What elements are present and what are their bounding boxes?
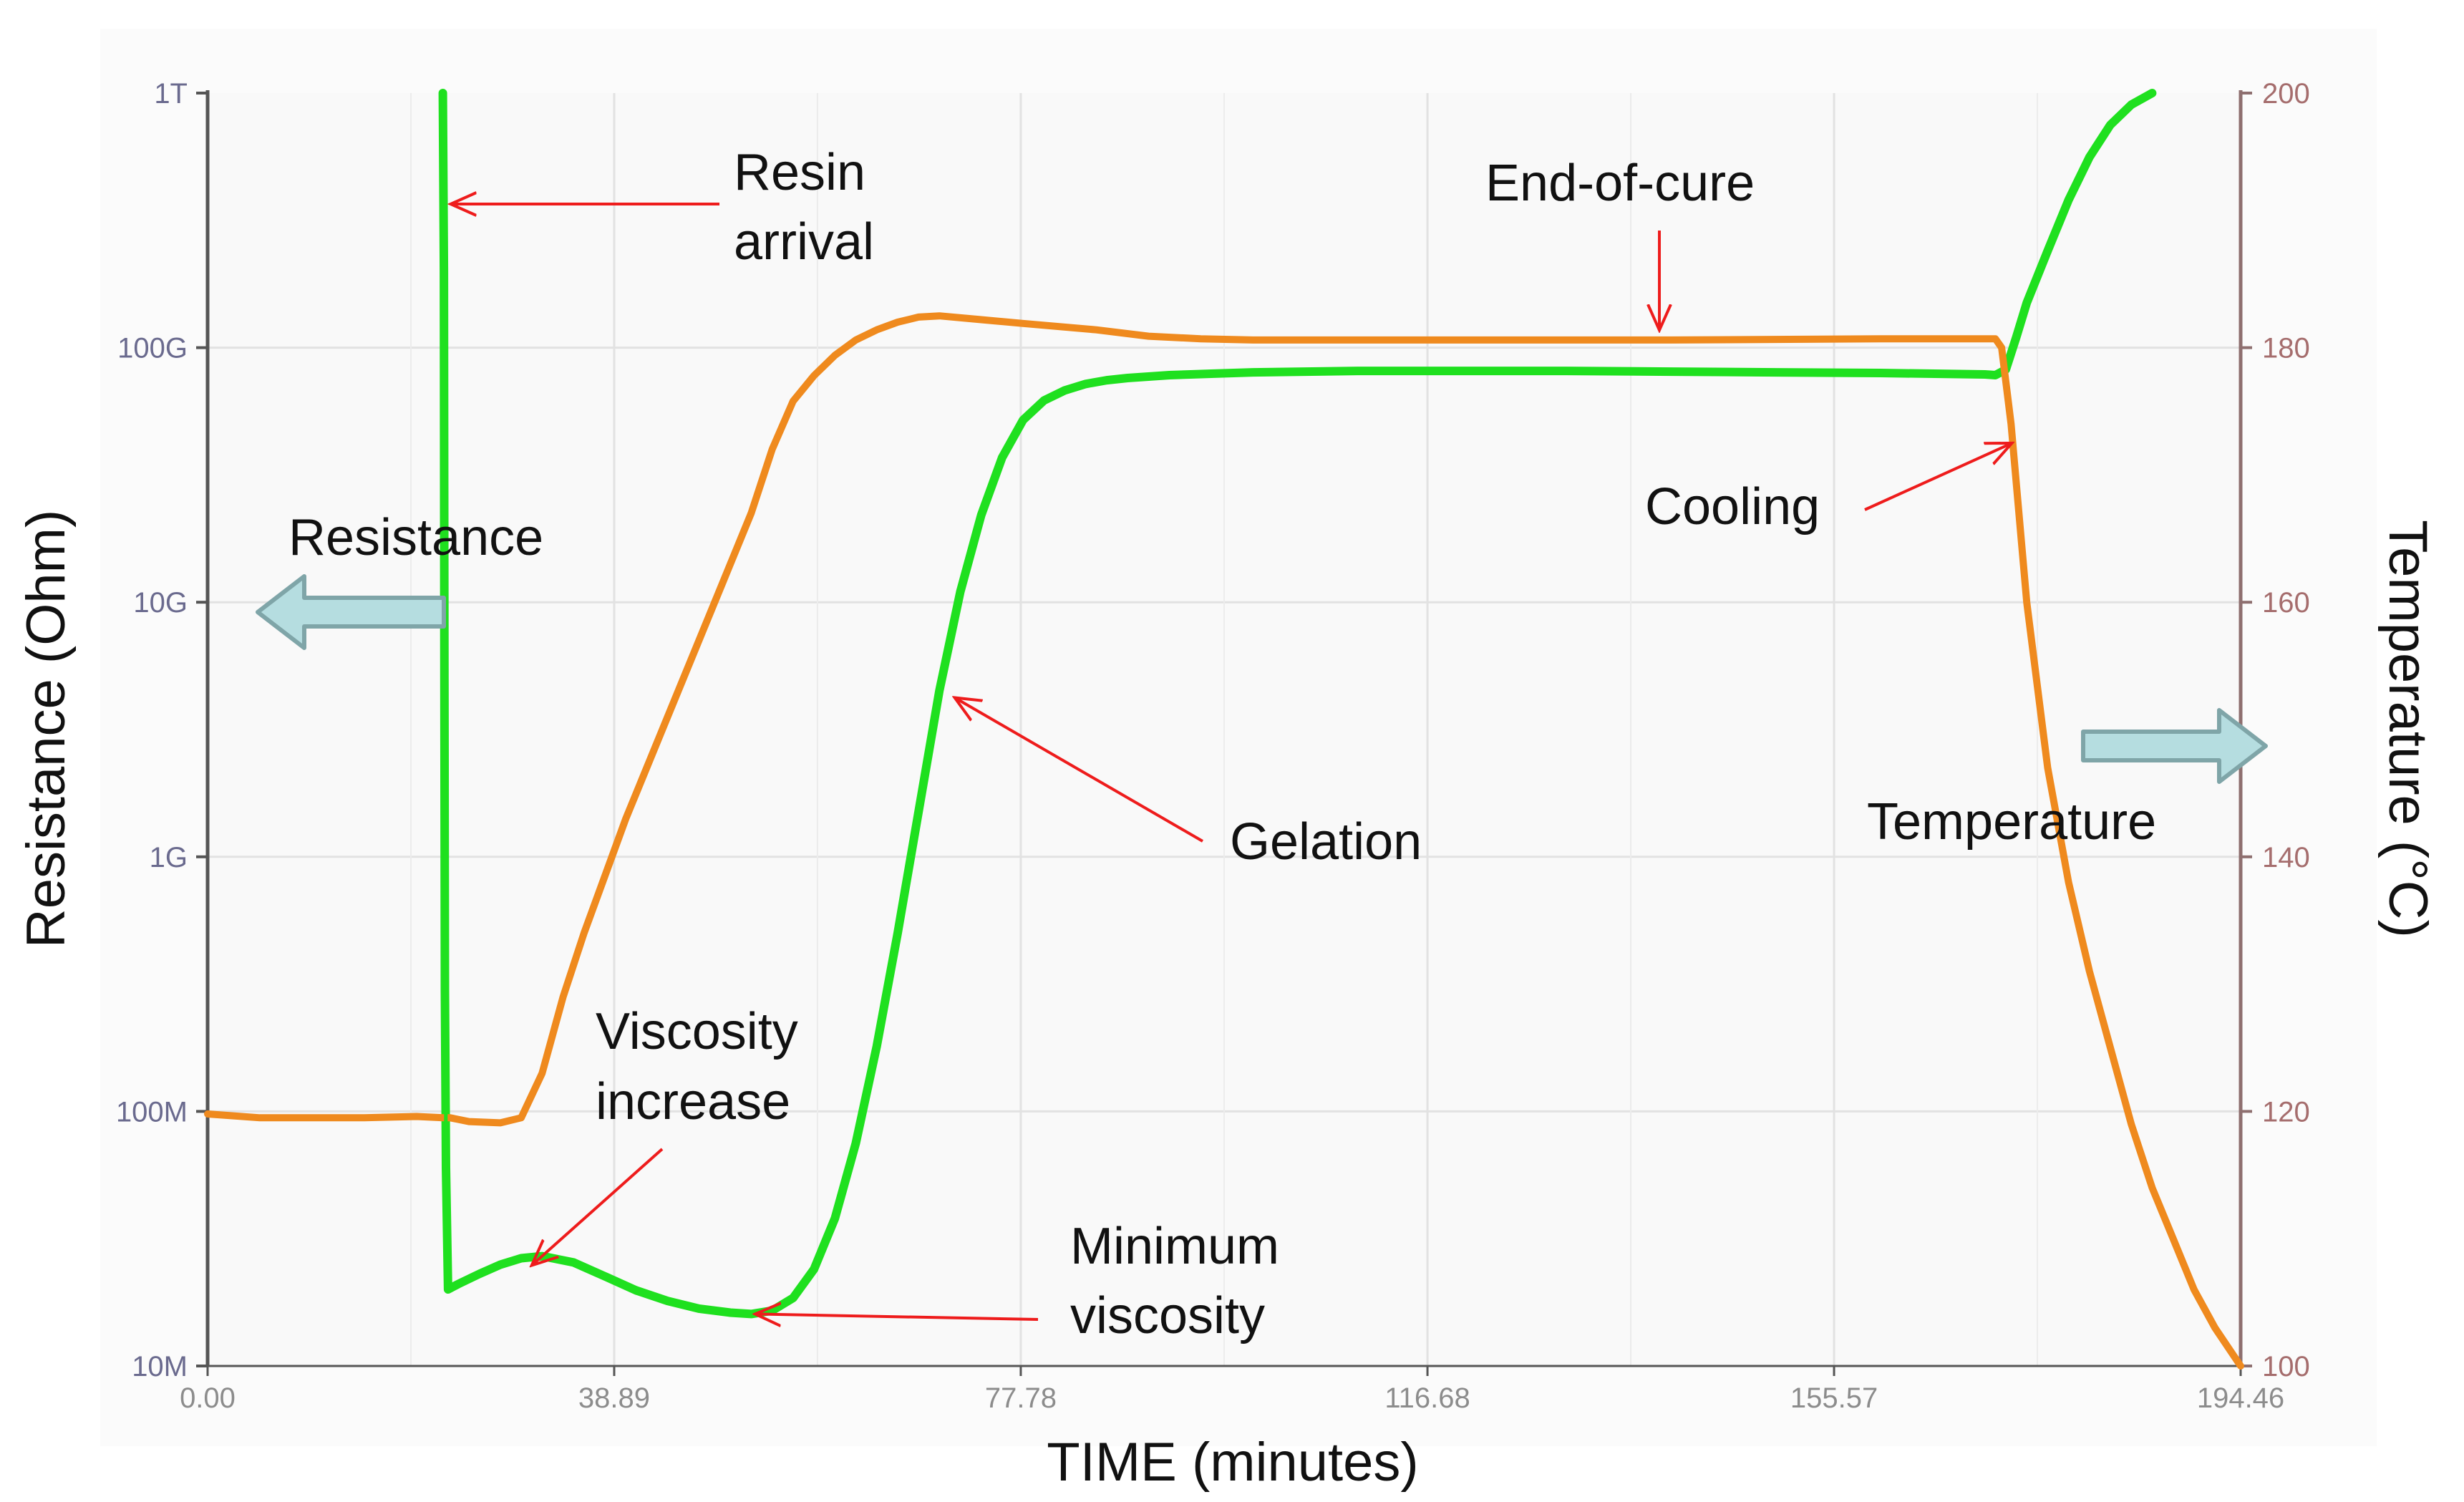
y-tick-label: 1T xyxy=(154,78,188,110)
grid xyxy=(196,92,2252,1376)
x-tick-label: 38.89 xyxy=(578,1382,650,1414)
annotation-resin-arrival-line1: Resin xyxy=(734,144,865,201)
annotation-minimum-viscosity-line2: viscosity xyxy=(1070,1287,1265,1344)
tick-labels: 0.00 38.89 77.78 116.68 155.57 194.46 10M 100M 1… xyxy=(116,78,2310,1414)
annotation-resistance: Resistance xyxy=(288,509,543,566)
annotation-arrows xyxy=(451,204,2012,1319)
y2-tick-label: 200 xyxy=(2262,78,2310,110)
annotation-resin-arrival-line2: arrival xyxy=(734,213,874,271)
x-tick-label: 194.46 xyxy=(2197,1382,2284,1414)
y2-tick-label: 160 xyxy=(2262,587,2310,619)
x-tick-label: 77.78 xyxy=(985,1382,1057,1414)
y-tick-label: 10M xyxy=(132,1351,188,1382)
y-tick-label: 10G xyxy=(133,587,188,619)
y-axis-title: Resistance (Ohm) xyxy=(16,510,77,948)
annotation-cooling: Cooling xyxy=(1645,478,1820,536)
annotation-viscosity-increase-line1: Viscosity xyxy=(596,1003,798,1060)
annotation-viscosity-increase-line2: increase xyxy=(596,1073,790,1130)
minimum-viscosity-arrow xyxy=(755,1314,1039,1319)
y-tick-label: 1G xyxy=(150,842,188,873)
viscosity-increase-arrow xyxy=(532,1148,664,1265)
cooling-arrow xyxy=(1864,443,2012,511)
y2-tick-label: 100 xyxy=(2262,1351,2310,1382)
temperature-series-line xyxy=(204,312,2244,1370)
annotation-minimum-viscosity-line1: Minimum xyxy=(1070,1218,1279,1275)
gelation-arrow xyxy=(955,698,1204,843)
annotation-gelation: Gelation xyxy=(1230,813,1422,871)
y-tick-label: 100M xyxy=(116,1096,188,1128)
y2-tick-label: 140 xyxy=(2262,842,2310,873)
temperature-axis-arrow-icon xyxy=(2081,708,2268,784)
annotation-temperature: Temperature xyxy=(1867,793,2156,851)
y2-tick-label: 180 xyxy=(2262,333,2310,364)
y2-axis-title: Temperature (°C) xyxy=(2377,520,2438,938)
x-tick-label: 155.57 xyxy=(1790,1382,1878,1414)
annotation-end-of-cure: End-of-cure xyxy=(1485,155,1755,212)
x-axis-title: TIME (minutes) xyxy=(1047,1432,1418,1493)
annotations: Resin arrival End-of-cure Resistance Coo… xyxy=(288,144,2156,1344)
y2-tick-label: 120 xyxy=(2262,1096,2310,1128)
y-tick-label: 100G xyxy=(117,333,188,364)
x-tick-label: 0.00 xyxy=(180,1382,236,1414)
x-tick-label: 116.68 xyxy=(1384,1382,1470,1414)
resistance-axis-arrow-icon xyxy=(256,574,446,650)
resin-arrival-spike xyxy=(441,92,448,1168)
